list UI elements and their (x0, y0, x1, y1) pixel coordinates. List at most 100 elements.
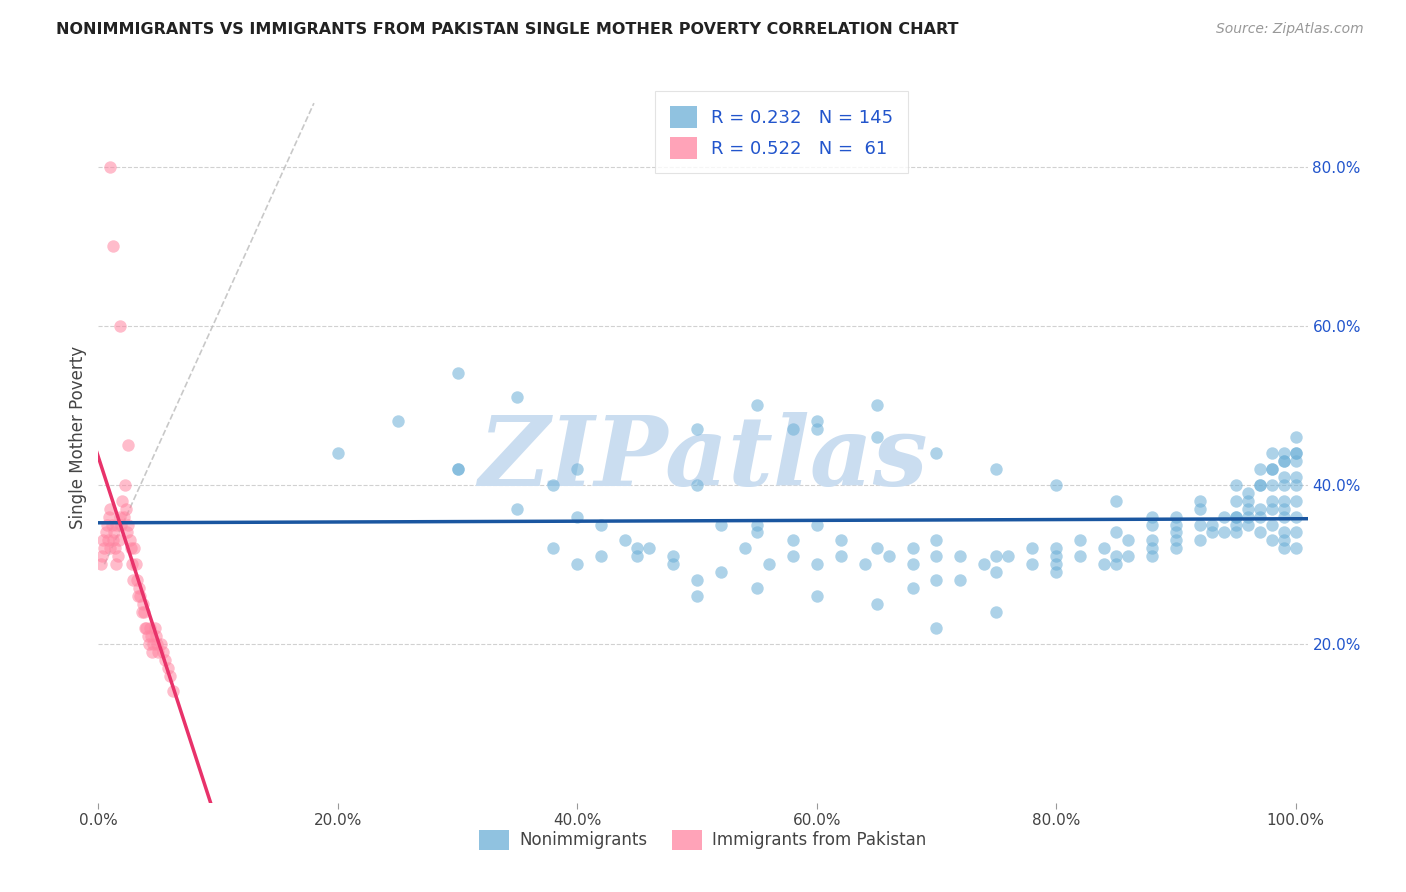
Point (118, 533, 141, 548)
Point (135, 621, 157, 635)
Point (107, 533, 129, 548)
Point (506, 501, 529, 516)
Point (1225, 509, 1247, 524)
Point (1284, 446, 1306, 460)
Point (1045, 558, 1067, 572)
Point (134, 621, 156, 635)
Point (1188, 493, 1211, 508)
Y-axis label: Single Mother Poverty: Single Mother Poverty (69, 345, 87, 529)
Point (1212, 525, 1234, 540)
Point (108, 318, 131, 333)
Point (131, 605, 153, 619)
Point (626, 549, 648, 564)
Point (107, 549, 129, 564)
Point (141, 645, 163, 659)
Point (1140, 533, 1163, 548)
Point (973, 558, 995, 572)
Point (686, 422, 709, 436)
Point (865, 430, 887, 444)
Point (925, 549, 948, 564)
Point (1092, 541, 1115, 556)
Point (114, 477, 136, 491)
Point (1140, 549, 1163, 564)
Point (115, 525, 138, 540)
Point (830, 549, 852, 564)
Point (901, 581, 924, 595)
Point (543, 541, 565, 556)
Point (142, 637, 165, 651)
Point (162, 684, 184, 698)
Point (1284, 525, 1306, 540)
Point (925, 533, 948, 548)
Point (1164, 541, 1187, 556)
Point (1236, 485, 1258, 500)
Point (1212, 509, 1234, 524)
Point (152, 645, 174, 659)
Point (105, 558, 128, 572)
Point (1236, 493, 1258, 508)
Point (446, 367, 468, 381)
Point (997, 549, 1019, 564)
Point (1116, 549, 1139, 564)
Point (139, 629, 162, 643)
Point (97, 533, 120, 548)
Point (543, 477, 565, 491)
Point (1225, 493, 1247, 508)
Point (591, 549, 613, 564)
Point (758, 558, 780, 572)
Point (745, 517, 768, 532)
Point (686, 573, 709, 587)
Point (986, 462, 1008, 476)
Point (149, 637, 172, 651)
Point (901, 558, 924, 572)
Point (1140, 517, 1163, 532)
Point (1272, 493, 1295, 508)
Point (745, 525, 768, 540)
Point (1116, 533, 1139, 548)
Point (1272, 454, 1295, 468)
Point (91, 549, 114, 564)
Point (1260, 533, 1282, 548)
Point (326, 446, 349, 460)
Point (1105, 525, 1128, 540)
Point (100, 160, 122, 174)
Point (1105, 558, 1128, 572)
Point (156, 660, 179, 674)
Point (159, 668, 181, 682)
Point (98, 509, 121, 524)
Point (1260, 501, 1282, 516)
Text: NONIMMIGRANTS VS IMMIGRANTS FROM PAKISTAN SINGLE MOTHER POVERTY CORRELATION CHAR: NONIMMIGRANTS VS IMMIGRANTS FROM PAKISTA… (56, 22, 959, 37)
Point (1225, 525, 1247, 540)
Point (120, 541, 142, 556)
Point (925, 446, 948, 460)
Point (117, 517, 139, 532)
Point (139, 621, 162, 635)
Point (710, 517, 733, 532)
Point (1236, 501, 1258, 516)
Point (1105, 493, 1128, 508)
Point (662, 558, 685, 572)
Point (1272, 501, 1295, 516)
Point (1140, 541, 1163, 556)
Point (146, 637, 169, 651)
Point (782, 549, 804, 564)
Point (686, 589, 709, 603)
Point (1249, 509, 1271, 524)
Point (986, 566, 1008, 580)
Point (387, 414, 409, 428)
Point (1021, 558, 1043, 572)
Point (101, 239, 124, 253)
Point (1260, 517, 1282, 532)
Point (1188, 517, 1211, 532)
Point (1140, 509, 1163, 524)
Point (136, 629, 159, 643)
Point (1045, 541, 1067, 556)
Point (94, 525, 117, 540)
Point (1201, 517, 1223, 532)
Point (1045, 566, 1067, 580)
Point (1201, 525, 1223, 540)
Point (614, 533, 637, 548)
Point (148, 645, 170, 659)
Point (1164, 509, 1187, 524)
Point (91, 533, 114, 548)
